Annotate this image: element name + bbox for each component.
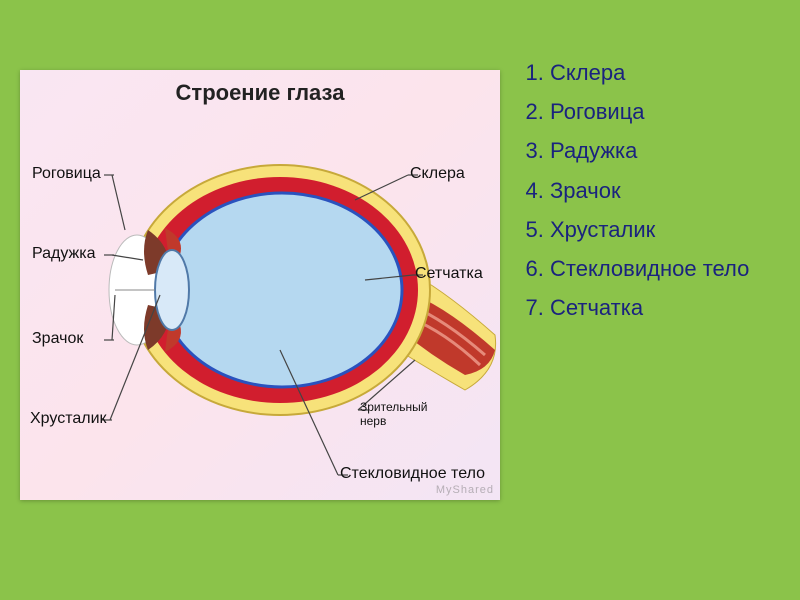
list-item: Стекловидное тело <box>550 251 780 286</box>
diagram-label: Зрачок <box>32 330 83 348</box>
diagram-label: Стекловидное тело <box>340 465 485 483</box>
diagram-label: Хрусталик <box>30 410 107 428</box>
watermark: MyShared <box>436 484 494 496</box>
list-item: Зрачок <box>550 173 780 208</box>
diagram-label: Зрительныйнерв <box>360 400 427 428</box>
list-item: Роговица <box>550 94 780 129</box>
list-item: Склера <box>550 55 780 90</box>
vitreous-body <box>162 193 402 387</box>
lens <box>155 250 189 330</box>
list-item: Хрусталик <box>550 212 780 247</box>
list-panel: Склера Роговица Радужка Зрачок Хрусталик Стек… <box>520 55 780 329</box>
parts-list: Склера Роговица Радужка Зрачок Хрусталик Стек… <box>520 55 780 325</box>
diagram-label: Склера <box>410 165 465 183</box>
eye-diagram <box>20 70 500 500</box>
list-item: Радужка <box>550 133 780 168</box>
list-item: Сетчатка <box>550 290 780 325</box>
diagram-label: Роговица <box>32 165 101 183</box>
diagram-label: Сетчатка <box>415 265 483 283</box>
diagram-label: Радужка <box>32 245 96 263</box>
diagram-panel: Строение глаза РоговицаРадужкаЗрачокХрус… <box>20 70 500 500</box>
